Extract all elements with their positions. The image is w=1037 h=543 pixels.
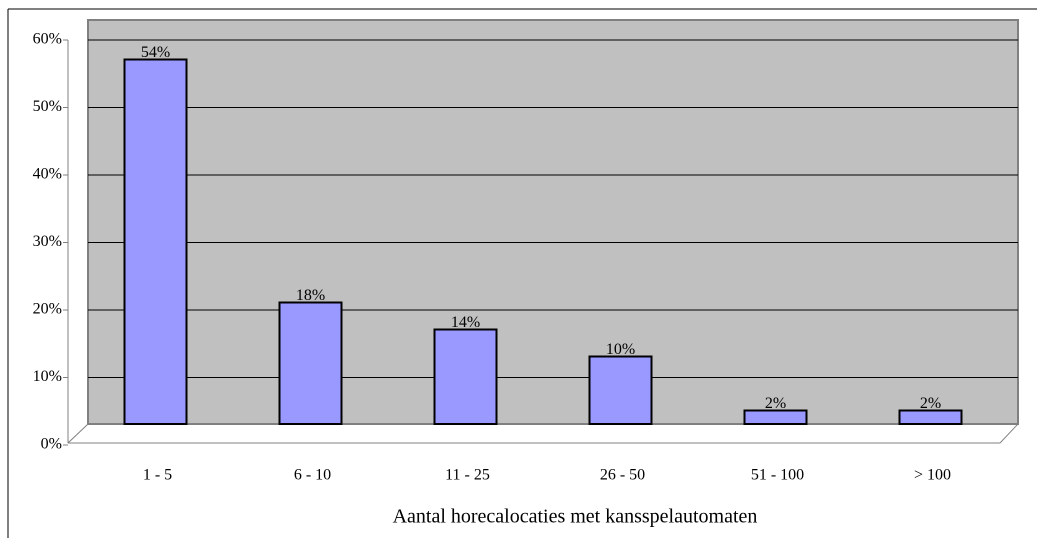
data-label: 2% <box>765 395 786 412</box>
data-label: 18% <box>296 287 325 304</box>
floor-edge <box>67 423 89 444</box>
y-tick-label: 0% <box>41 436 62 453</box>
bar <box>743 409 808 425</box>
y-tick-label: 40% <box>33 166 62 183</box>
y-tick-label: 30% <box>33 233 62 250</box>
bar <box>898 409 963 425</box>
bar <box>123 58 188 425</box>
x-axis-label: Aantal horecalocaties met kansspelautoma… <box>393 506 758 528</box>
y-tick-label: 20% <box>33 301 62 318</box>
data-label: 10% <box>606 341 635 358</box>
x-tick-label: 6 - 10 <box>294 467 331 484</box>
data-label: 14% <box>451 314 480 331</box>
x-tick-label: 26 - 50 <box>600 467 645 484</box>
x-tick-label: 1 - 5 <box>143 467 172 484</box>
bar <box>278 301 343 425</box>
bar <box>588 355 653 425</box>
data-label: 2% <box>920 395 941 412</box>
data-label: 54% <box>141 44 170 61</box>
y-tick-label: 10% <box>33 368 62 385</box>
x-tick-label: 11 - 25 <box>445 467 490 484</box>
x-tick-label: > 100 <box>914 467 951 484</box>
plot-wall <box>87 19 1019 425</box>
y-tick-label: 60% <box>33 31 62 48</box>
floor-edge <box>999 423 1019 444</box>
y-tick-label: 50% <box>33 98 62 115</box>
x-tick-label: 51 - 100 <box>751 467 804 484</box>
bar <box>433 328 498 425</box>
